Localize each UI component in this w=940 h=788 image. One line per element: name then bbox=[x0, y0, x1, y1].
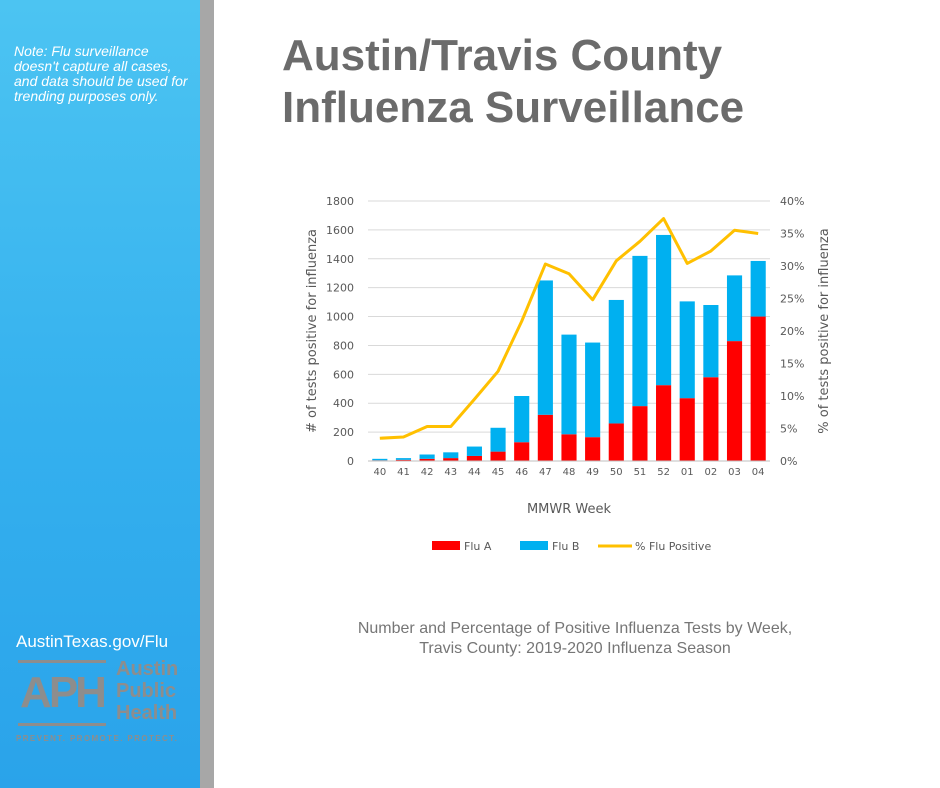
influenza-chart: 0 200 400 600 800 1000 1200 1400 1600 1800 0% 5% 10%… bbox=[305, 195, 832, 553]
flu-b-bar bbox=[632, 255, 648, 407]
flu-a-bar bbox=[443, 458, 459, 461]
flu-b-bar bbox=[395, 458, 412, 460]
flu-a-bar bbox=[632, 406, 648, 461]
x-tick-label: 51 bbox=[634, 467, 647, 478]
y-right-tick-label: 35% bbox=[780, 228, 804, 241]
y-tick-label: 1600 bbox=[326, 224, 354, 237]
flu-b-bar bbox=[466, 446, 482, 456]
surveillance-note: Note: Flu surveillance doesn't capture a… bbox=[14, 43, 188, 104]
sidebar-divider bbox=[200, 0, 214, 788]
x-tick-label: 45 bbox=[492, 467, 505, 478]
x-tick-label: 46 bbox=[515, 467, 528, 478]
x-tick-label: 44 bbox=[468, 467, 481, 478]
x-tick-label: 43 bbox=[444, 467, 457, 478]
flu-b-bar bbox=[703, 305, 719, 378]
website-link[interactable]: AustinTexas.gov/Flu bbox=[16, 632, 169, 651]
flu-a-bar bbox=[419, 458, 435, 461]
flu-b-bar bbox=[537, 280, 553, 415]
aph-logo: APH Austin Public Health PREVENT. PROMOT… bbox=[16, 658, 188, 744]
aph-logo-name: Austin Public Health bbox=[116, 658, 178, 724]
x-tick-label: 41 bbox=[397, 467, 410, 478]
x-tick-label: 47 bbox=[539, 467, 552, 478]
x-tick-label: 52 bbox=[657, 467, 670, 478]
y-axis-title: # of tests positive for influenza bbox=[305, 229, 320, 433]
flu-b-bar bbox=[372, 458, 388, 461]
x-axis-title: MMWR Week bbox=[527, 502, 612, 517]
page-title: Austin/Travis County Influenza Surveilla… bbox=[282, 30, 922, 134]
y-tick-label: 1000 bbox=[326, 311, 354, 324]
flu-b-bar bbox=[490, 427, 506, 452]
legend-label-pct: % Flu Positive bbox=[635, 540, 711, 553]
title-line1: Austin/Travis County bbox=[282, 31, 723, 80]
y-tick-label: 600 bbox=[333, 368, 354, 381]
y-right-tick-label: 0% bbox=[780, 455, 797, 468]
y-right-tick-label: 5% bbox=[780, 423, 797, 436]
x-tick-label: 04 bbox=[752, 467, 765, 478]
flu-a-bar bbox=[514, 442, 530, 461]
flu-b-bar bbox=[585, 342, 601, 438]
y-tick-label: 400 bbox=[333, 397, 354, 410]
flu-a-bar bbox=[656, 385, 672, 461]
x-tick-label: 42 bbox=[421, 467, 434, 478]
flu-a-bar bbox=[537, 414, 553, 461]
flu-b-bar bbox=[656, 234, 672, 386]
chart-caption: Number and Percentage of Positive Influe… bbox=[300, 619, 850, 659]
flu-b-bar bbox=[419, 454, 435, 459]
aph-logo-name-line3: Health bbox=[116, 702, 178, 724]
flu-b-bar bbox=[679, 301, 695, 399]
x-tick-label: 50 bbox=[610, 467, 623, 478]
legend-swatch-flu-b bbox=[520, 541, 548, 550]
aph-logo-letters: APH bbox=[18, 660, 107, 726]
flu-a-bar bbox=[726, 341, 743, 461]
x-tick-label: 02 bbox=[705, 467, 718, 478]
aph-logo-name-line2: Public bbox=[116, 680, 177, 702]
flu-a-bar bbox=[561, 434, 577, 461]
flu-a-bar bbox=[608, 423, 624, 461]
flu-a-bar bbox=[679, 398, 695, 461]
y-right-tick-label: 15% bbox=[780, 358, 804, 371]
x-tick-label: 03 bbox=[728, 467, 741, 478]
legend-swatch-flu-a bbox=[432, 541, 460, 550]
y-tick-label: 1200 bbox=[326, 282, 354, 295]
y-right-axis-title: % of tests positive for influenza bbox=[817, 228, 832, 433]
aph-logo-tagline: PREVENT. PROMOTE. PROTECT. bbox=[16, 734, 179, 743]
sidebar: Note: Flu surveillance doesn't capture a… bbox=[0, 0, 200, 788]
x-tick-label: 01 bbox=[681, 467, 694, 478]
flu-a-bar bbox=[750, 316, 766, 461]
y-tick-label: 1800 bbox=[326, 195, 354, 208]
flu-b-bar bbox=[514, 396, 530, 443]
flu-b-bar bbox=[750, 260, 766, 317]
legend-label-flu-b: Flu B bbox=[552, 540, 579, 553]
flu-a-bar bbox=[466, 455, 482, 461]
flu-b-bar bbox=[608, 299, 624, 424]
flu-b-bar bbox=[726, 275, 743, 342]
y-right-tick-label: 40% bbox=[780, 195, 804, 208]
y-right-tick-label: 20% bbox=[780, 325, 804, 338]
x-tick-label: 48 bbox=[563, 467, 576, 478]
title-line2: Influenza Surveillance bbox=[282, 83, 745, 132]
flu-a-bar bbox=[585, 437, 601, 461]
x-tick-label: 49 bbox=[586, 467, 599, 478]
y-right-tick-label: 25% bbox=[780, 293, 804, 306]
aph-logo-name-line1: Austin bbox=[116, 658, 179, 680]
y-tick-label: 0 bbox=[347, 455, 354, 468]
x-tick-label: 40 bbox=[373, 467, 386, 478]
flu-a-bar bbox=[490, 451, 506, 461]
y-tick-label: 1400 bbox=[326, 253, 354, 266]
y-right-tick-label: 10% bbox=[780, 390, 804, 403]
flu-b-bar bbox=[443, 452, 459, 459]
caption-line1: Number and Percentage of Positive Influe… bbox=[357, 620, 793, 637]
flu-a-bar bbox=[703, 377, 719, 461]
y-right-tick-label: 30% bbox=[780, 260, 804, 273]
pct-positive-line bbox=[379, 217, 759, 440]
legend-label-flu-a: Flu A bbox=[464, 540, 492, 553]
y-tick-label: 800 bbox=[333, 339, 354, 352]
y-tick-label: 200 bbox=[333, 426, 354, 439]
flu-a-bar bbox=[395, 459, 412, 461]
caption-line2: Travis County: 2019-2020 Influenza Seaso… bbox=[419, 640, 731, 657]
flu-b-bar bbox=[561, 334, 577, 435]
